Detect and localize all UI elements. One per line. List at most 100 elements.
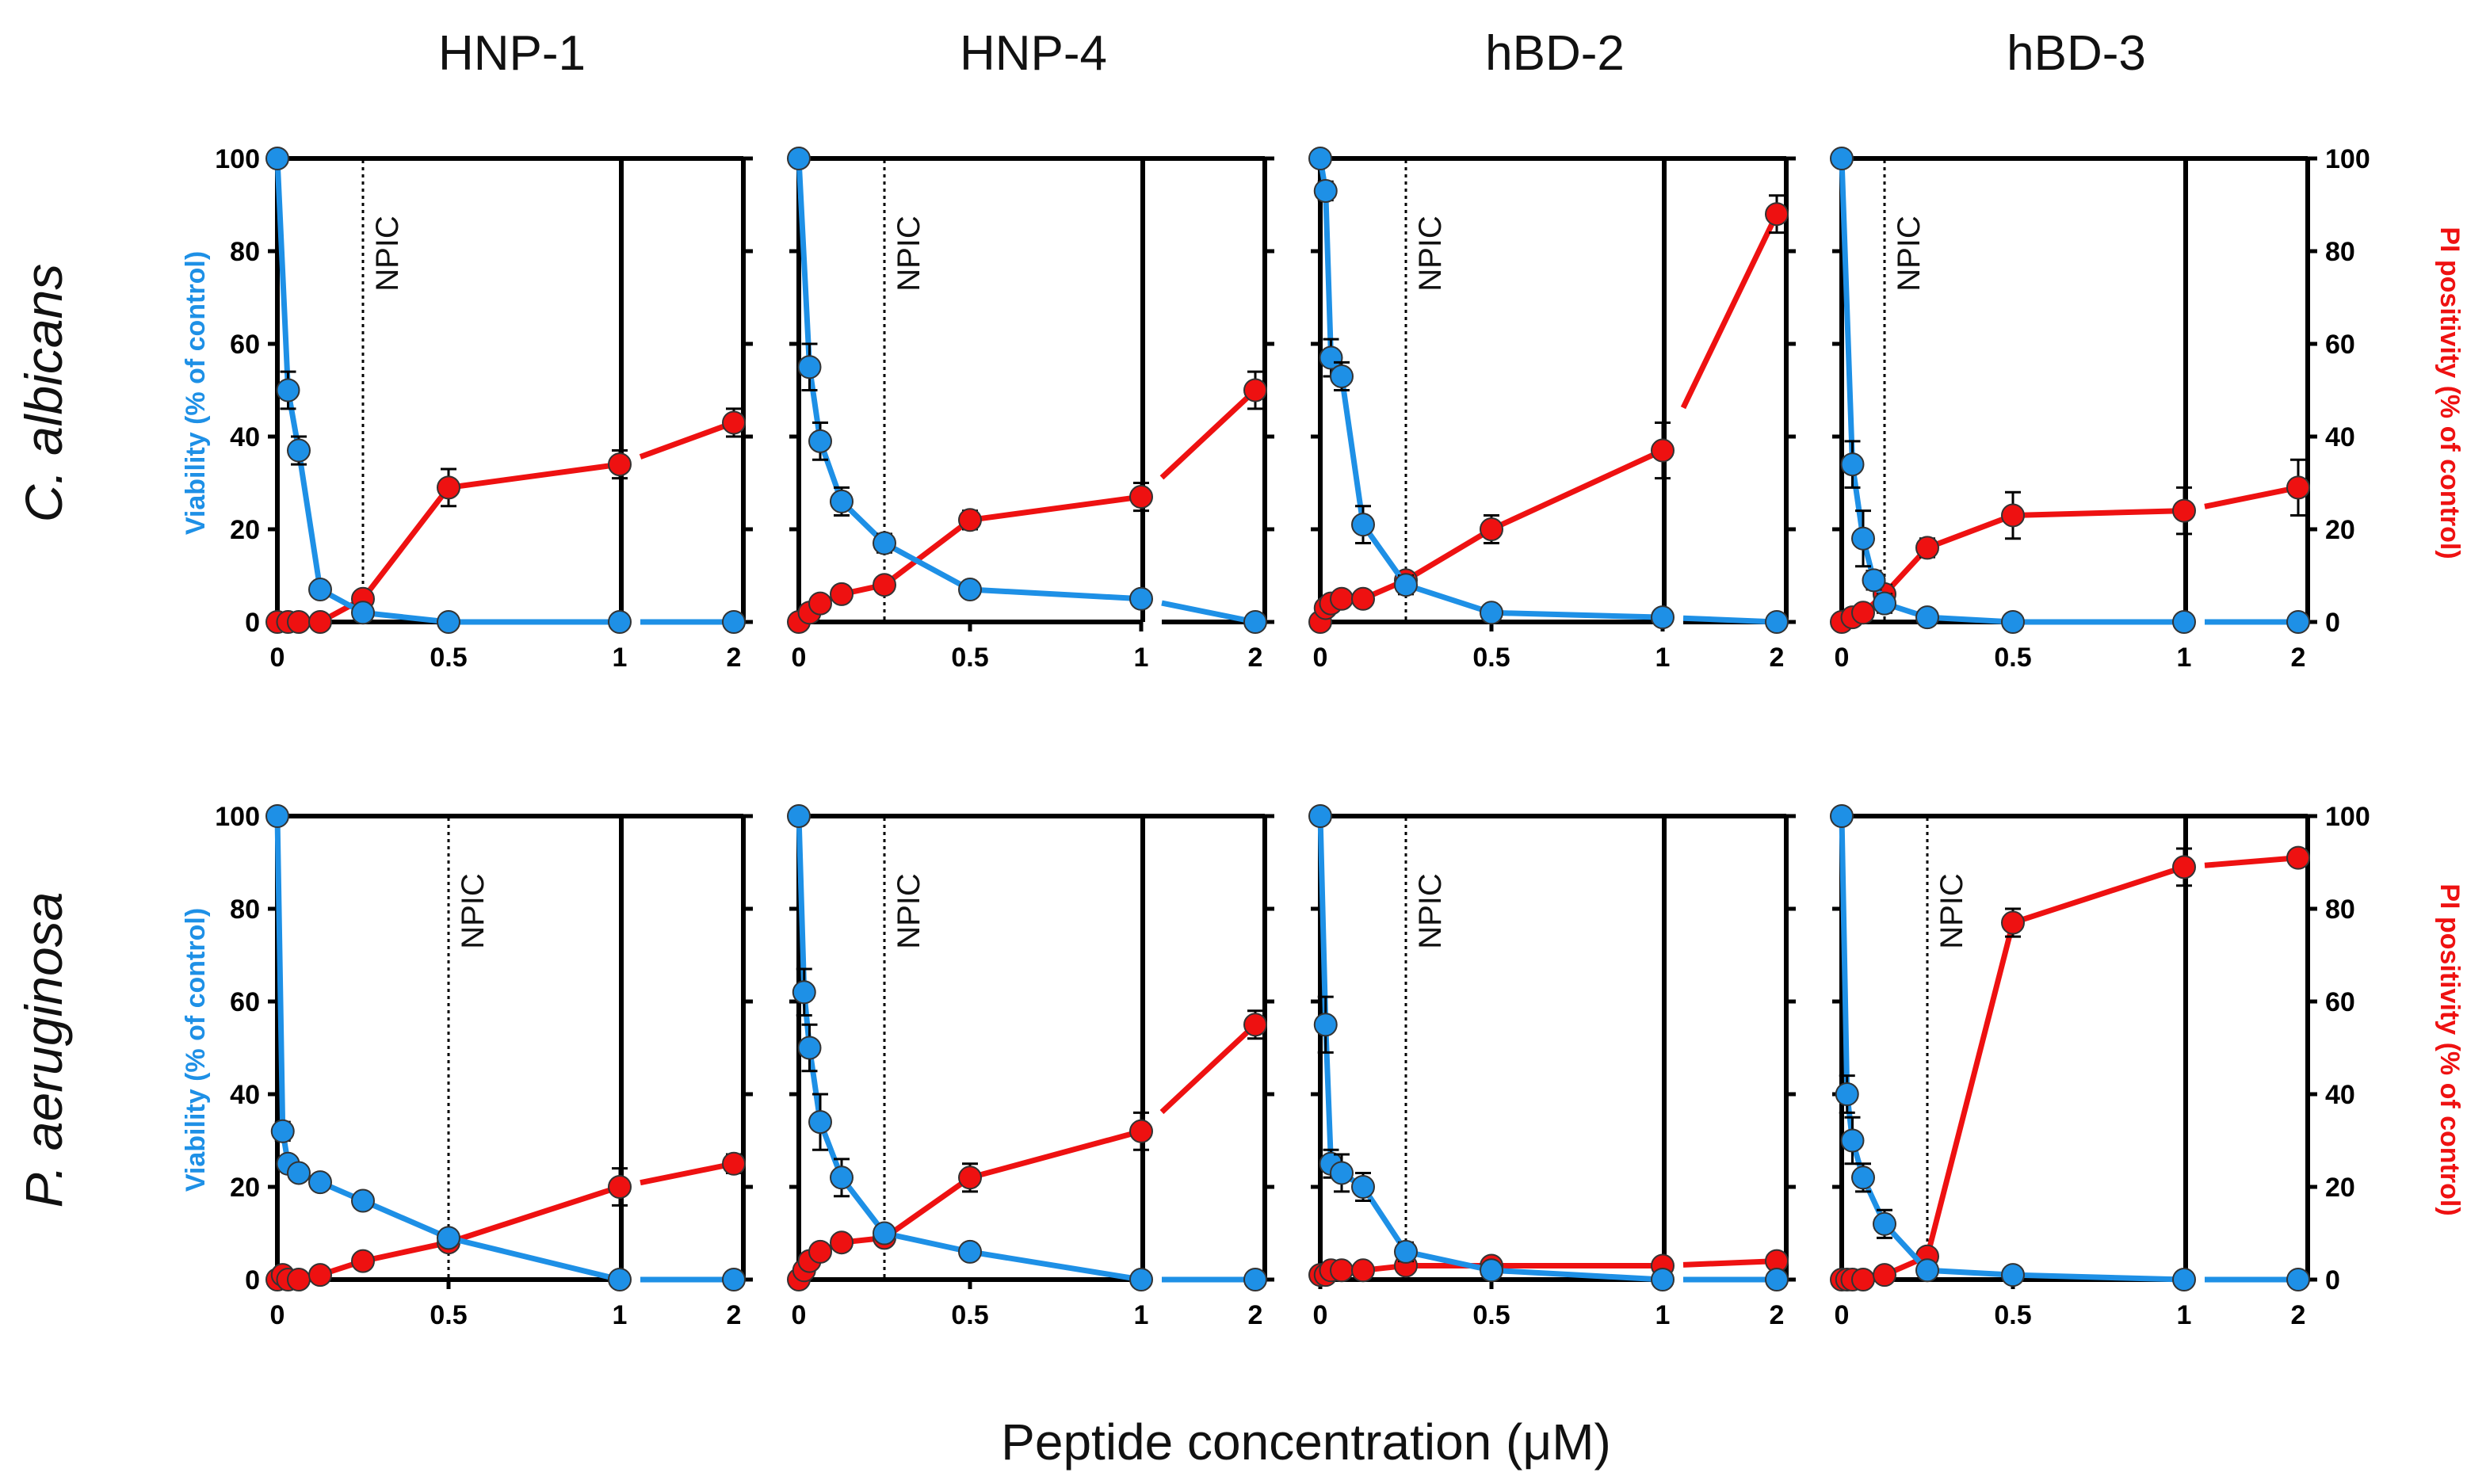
viability-line bbox=[1317, 815, 1663, 1283]
viability-point bbox=[308, 578, 332, 602]
viability-point bbox=[608, 610, 632, 634]
y-tick-label-right: 40 bbox=[2325, 422, 2355, 452]
viability-point bbox=[437, 1226, 460, 1250]
y-tick-label-left: 40 bbox=[230, 422, 260, 452]
viability-point bbox=[2286, 610, 2310, 634]
pi-point bbox=[1851, 1268, 1875, 1291]
viability-point bbox=[722, 610, 746, 634]
x-tick-label: 2 bbox=[1770, 643, 1785, 673]
column-title-hbd3: hBD-3 bbox=[2007, 26, 2146, 81]
viability-point bbox=[1330, 1161, 1354, 1185]
x-tick-label: 2 bbox=[1770, 1300, 1785, 1330]
pi-point bbox=[608, 1175, 632, 1199]
pi-point bbox=[351, 1249, 375, 1273]
x-tick-label: 0 bbox=[1835, 643, 1850, 673]
viability-point bbox=[1480, 1258, 1503, 1283]
viability-point bbox=[1394, 573, 1418, 597]
left-axis-title-bottom: Viability (% of control) bbox=[181, 908, 211, 1192]
viability-point bbox=[1308, 147, 1332, 170]
pi-point bbox=[287, 610, 311, 634]
viability-point bbox=[1830, 804, 1854, 828]
y-tick-label-right: 100 bbox=[2325, 802, 2370, 832]
x-tick-label: 1 bbox=[613, 1300, 628, 1330]
viability-point bbox=[808, 429, 832, 453]
pi-line-broken bbox=[1682, 1258, 1778, 1268]
pi-point bbox=[722, 410, 746, 435]
viability-point bbox=[1351, 513, 1375, 537]
viability-line bbox=[274, 158, 620, 625]
y-tick-label-left: 100 bbox=[215, 802, 260, 832]
npic-label: NPIC bbox=[1413, 873, 1448, 949]
x-tick-label: 2 bbox=[1248, 643, 1263, 673]
x-tick-label: 1 bbox=[1655, 1300, 1671, 1330]
x-tick-label: 0 bbox=[1313, 1300, 1328, 1330]
pi-point bbox=[1330, 586, 1354, 611]
viability-point bbox=[276, 378, 300, 402]
pi-line-broken bbox=[1159, 1022, 1258, 1115]
pi-point bbox=[1480, 517, 1503, 541]
pi-point bbox=[1243, 1013, 1267, 1037]
x-axis-title: Peptide concentration (μM) bbox=[1001, 1413, 1611, 1471]
npic-label: NPIC bbox=[892, 873, 926, 949]
x-tick-label: 0 bbox=[792, 643, 807, 673]
x-tick-label: 2 bbox=[2291, 1300, 2306, 1330]
right-axis-title-top: PI positivity (% of control) bbox=[2435, 227, 2465, 559]
viability-line bbox=[1839, 158, 2184, 625]
pi-point bbox=[958, 508, 982, 532]
viability-point bbox=[270, 1119, 295, 1143]
viability-point bbox=[1851, 1165, 1875, 1190]
pi-point bbox=[308, 610, 332, 634]
viability-point bbox=[2172, 1268, 2196, 1291]
pi-point bbox=[1351, 586, 1375, 611]
x-tick-label: 0 bbox=[270, 643, 285, 673]
viability-point bbox=[808, 1110, 832, 1135]
viability-point bbox=[722, 1268, 746, 1291]
x-tick-label: 1 bbox=[613, 643, 628, 673]
viability-point bbox=[1851, 526, 1875, 551]
x-tick-label: 2 bbox=[1248, 1300, 1263, 1330]
panel-0-2: 0 0.5 1 2 NPIC bbox=[1308, 147, 1796, 673]
pi-point bbox=[830, 1230, 854, 1255]
viability-point bbox=[958, 578, 982, 602]
y-tick-label-left: 20 bbox=[230, 1173, 260, 1203]
x-tick-label: 0.5 bbox=[430, 1300, 467, 1330]
panel-0-1: 0 0.5 1 2 NPIC bbox=[787, 147, 1274, 673]
column-title-hbd2: hBD-2 bbox=[1485, 26, 1625, 81]
pi-point bbox=[2286, 475, 2310, 500]
viability-point bbox=[792, 980, 816, 1005]
viability-point bbox=[265, 804, 289, 828]
pi-point bbox=[1651, 438, 1675, 463]
viability-point bbox=[1313, 1013, 1338, 1037]
npic-label: NPIC bbox=[1892, 216, 1927, 292]
pi-line-broken bbox=[640, 1161, 735, 1186]
pi-point bbox=[830, 582, 854, 606]
column-title-hnp1: HNP-1 bbox=[438, 26, 586, 81]
pi-point bbox=[1243, 378, 1267, 402]
pi-point bbox=[437, 475, 460, 500]
viability-point bbox=[1351, 1175, 1375, 1199]
viability-point bbox=[787, 804, 811, 828]
npic-label: NPIC bbox=[1934, 873, 1969, 949]
y-tick-label-left: 80 bbox=[230, 237, 260, 267]
viability-line bbox=[796, 815, 1142, 1283]
pi-point bbox=[2172, 498, 2196, 523]
viability-point bbox=[1308, 804, 1332, 828]
y-tick-label-right: 20 bbox=[2325, 515, 2355, 545]
y-tick-label-left: 60 bbox=[230, 330, 260, 360]
viability-point bbox=[830, 1165, 854, 1190]
viability-point bbox=[2172, 610, 2196, 634]
viability-point bbox=[1480, 601, 1503, 625]
x-tick-label: 1 bbox=[1655, 643, 1671, 673]
y-tick-label-right: 80 bbox=[2325, 237, 2355, 267]
panel-0-0: 0 20 40 60 80 100 0 0.5 1 2 NPIC bbox=[215, 144, 753, 673]
pi-point bbox=[1129, 485, 1153, 509]
y-tick-label-right: 0 bbox=[2325, 1265, 2340, 1295]
npic-label: NPIC bbox=[370, 216, 405, 292]
viability-point bbox=[1862, 568, 1886, 593]
viability-point bbox=[351, 601, 375, 625]
pi-line-broken bbox=[1159, 387, 1258, 480]
viability-point bbox=[437, 610, 460, 634]
viability-point bbox=[1830, 147, 1854, 170]
pi-point bbox=[2001, 503, 2025, 528]
